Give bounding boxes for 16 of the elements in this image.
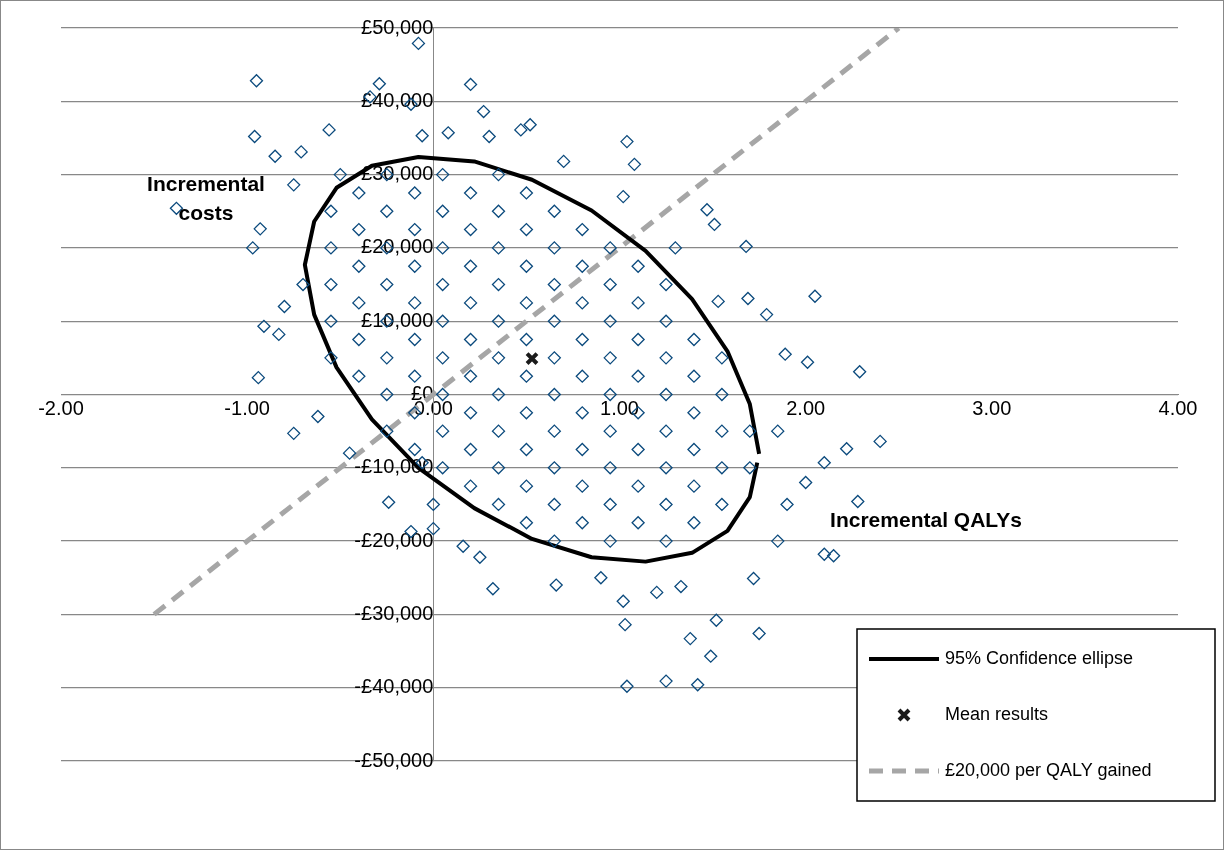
y-tick-label: -£50,000 xyxy=(354,748,434,771)
y-tick-label: -£20,000 xyxy=(354,528,434,551)
x-tick-label: -1.00 xyxy=(224,397,270,420)
y-axis-title: Incremental costs xyxy=(147,171,265,224)
legend-label: Mean results xyxy=(945,703,1049,724)
x-axis-title: Incremental QALYs xyxy=(830,508,1022,532)
legend-label: 95% Confidence ellipse xyxy=(945,647,1134,668)
legend-label: £20,000 per QALY gained xyxy=(945,759,1152,780)
y-tick-label: £50,000 xyxy=(361,15,434,38)
x-tick-label: 4.00 xyxy=(1158,397,1198,420)
x-tick-label: -2.00 xyxy=(38,397,84,420)
x-tick-label: 1.00 xyxy=(600,397,639,420)
x-tick-label: 3.00 xyxy=(972,397,1012,420)
y-tick-label: -£40,000 xyxy=(354,675,434,698)
x-tick-label: 2.00 xyxy=(786,397,826,420)
y-tick-label: -£30,000 xyxy=(354,601,434,624)
